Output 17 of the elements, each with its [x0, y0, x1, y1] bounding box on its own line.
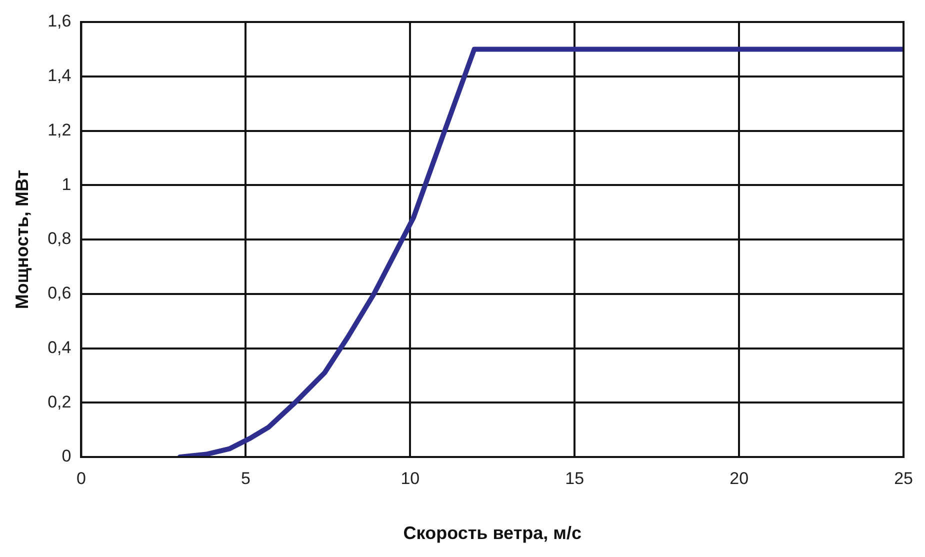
x-tick-label: 5	[240, 468, 250, 488]
y-tick-label: 0	[62, 446, 72, 466]
x-tick-label: 25	[894, 468, 914, 488]
x-tick-label: 15	[565, 468, 584, 488]
x-axis-title: Скорость ветра, м/с	[403, 523, 582, 544]
x-tick-label: 20	[730, 468, 749, 488]
y-tick-label: 0,6	[48, 284, 72, 303]
y-tick-label: 1,4	[48, 66, 72, 86]
y-tick-label: 0,8	[48, 229, 72, 248]
y-tick-label: 1,2	[48, 120, 72, 140]
y-tick-label: 1,6	[48, 12, 72, 31]
y-tick-label: 0,4	[48, 338, 72, 357]
x-tick-label: 0	[76, 468, 86, 488]
y-axis-title: Мощность, МВт	[12, 170, 32, 310]
y-tick-label: 0,2	[48, 392, 72, 412]
x-tick-label: 10	[400, 468, 420, 488]
y-tick-label: 1	[62, 174, 72, 194]
